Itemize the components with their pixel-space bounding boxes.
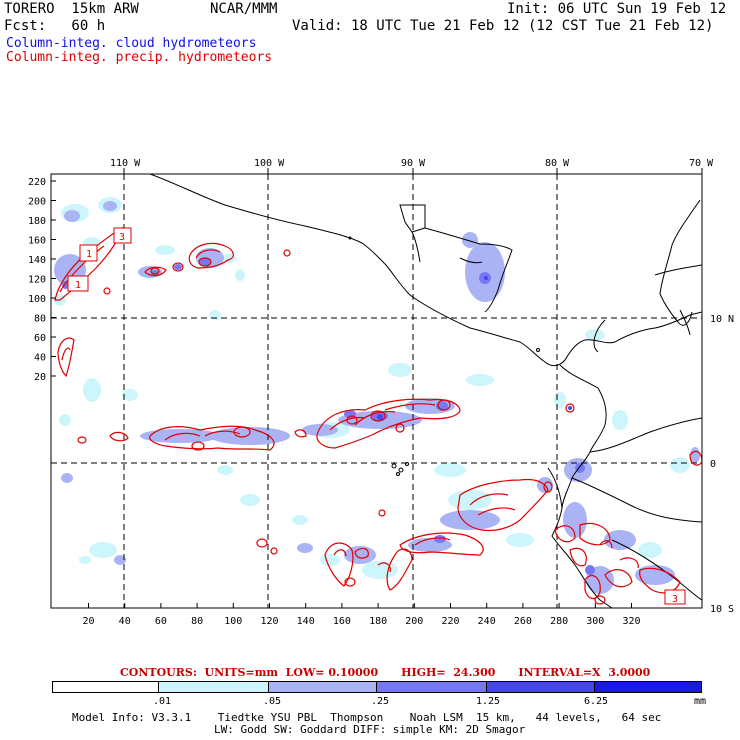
colorbar-label: 6.25: [584, 696, 609, 707]
x-tick-label: 260: [514, 616, 532, 627]
x-tick-label: 180: [369, 616, 387, 627]
colorbar: [52, 681, 702, 693]
y-tick-label: 20: [34, 372, 46, 383]
y-tick-label: 160: [28, 236, 46, 247]
x-tick-label: 220: [441, 616, 459, 627]
box-label: 1: [86, 249, 92, 260]
lon-label: 110 W: [110, 158, 141, 169]
lon-label: 100 W: [254, 158, 285, 169]
x-tick-label: 300: [586, 616, 604, 627]
model-info-line2: LW: Godd SW: Goddard DIFF: simple KM: 2D…: [214, 723, 526, 736]
y-tick-label: 180: [28, 216, 46, 227]
org-label: NCAR/MMM: [210, 1, 278, 17]
valid-time: Valid: 18 UTC Tue 21 Feb 12 (12 CST Tue …: [292, 18, 714, 34]
colorbar-label: .01: [153, 696, 172, 707]
colorbar-bin: [159, 682, 269, 692]
legend-precip: Column-integ. precip. hydrometeors: [6, 50, 273, 65]
y-axis: 220 200 180 160 140 120 100 80 60 40 20: [28, 177, 56, 383]
y-tick-label: 120: [28, 275, 46, 286]
model-title: TORERO 15km ARW: [4, 1, 139, 17]
x-tick-label: 140: [297, 616, 315, 627]
colorbar-bin: [377, 682, 487, 692]
colorbar-unit: mm: [694, 696, 707, 707]
graticule: [51, 174, 702, 608]
colorbar-label: 1.25: [476, 696, 501, 707]
y-tick-label: 100: [28, 294, 46, 305]
y-tick-label: 60: [34, 333, 46, 344]
lon-label: 80 W: [545, 158, 570, 169]
y-tick-label: 200: [28, 197, 46, 208]
y-tick-label: 40: [34, 353, 46, 364]
x-tick-label: 60: [155, 616, 167, 627]
y-tick-label: 140: [28, 255, 46, 266]
colorbar-bin: [269, 682, 377, 692]
model-info-line1: Model Info: V3.3.1 Tiedtke YSU PBL Thomp…: [72, 711, 662, 724]
colorbar-label: .05: [263, 696, 282, 707]
legend-cloud: Column-integ. cloud hydrometeors: [6, 36, 257, 51]
y-tick-label: 80: [34, 314, 46, 325]
box-label: 3: [119, 232, 125, 243]
x-axis: 20 40 60 80 100 120 140 160 180 200 220 240 260 280 30…: [82, 603, 641, 627]
x-tick-label: 120: [260, 616, 278, 627]
contour-label-values: 1 3 1 3: [75, 232, 678, 605]
lat-label: 10 N: [710, 314, 734, 325]
colorbar-bin: [595, 682, 701, 692]
y-tick-label: 220: [28, 177, 46, 188]
colorbar-bin: [487, 682, 595, 692]
coastline: [149, 174, 702, 608]
contour-label-boxes: [67, 227, 686, 605]
x-tick-label: 160: [333, 616, 351, 627]
x-tick-label: 200: [405, 616, 423, 627]
colorbar-label: .25: [371, 696, 390, 707]
precip-contours: [54, 226, 702, 605]
lon-label: 70 W: [689, 158, 714, 169]
x-tick-label: 280: [550, 616, 568, 627]
contour-info: CONTOURS: UNITS=mm LOW= 0.10000 HIGH= 24…: [120, 666, 651, 679]
x-tick-label: 100: [224, 616, 242, 627]
x-tick-label: 240: [478, 616, 496, 627]
box-label: 1: [75, 280, 81, 291]
map-frame: [50, 173, 703, 609]
colorbar-bin: [53, 682, 159, 692]
lon-ticks: [123, 168, 703, 174]
init-time: Init: 06 UTC Sun 19 Feb 12: [507, 1, 727, 17]
lat-label: 0: [710, 459, 716, 470]
x-tick-label: 320: [622, 616, 640, 627]
x-tick-label: 80: [191, 616, 203, 627]
lon-label: 90 W: [401, 158, 426, 169]
lat-label: 10 S: [710, 604, 734, 615]
lon-labels: 110 W 100 W 90 W 80 W 70 W: [110, 158, 714, 169]
x-tick-label: 20: [82, 616, 94, 627]
forecast-hour: Fcst: 60 h: [4, 18, 106, 34]
x-tick-label: 40: [119, 616, 131, 627]
box-label: 3: [672, 594, 678, 605]
lat-labels: 10 N 0 10 S: [710, 314, 734, 615]
